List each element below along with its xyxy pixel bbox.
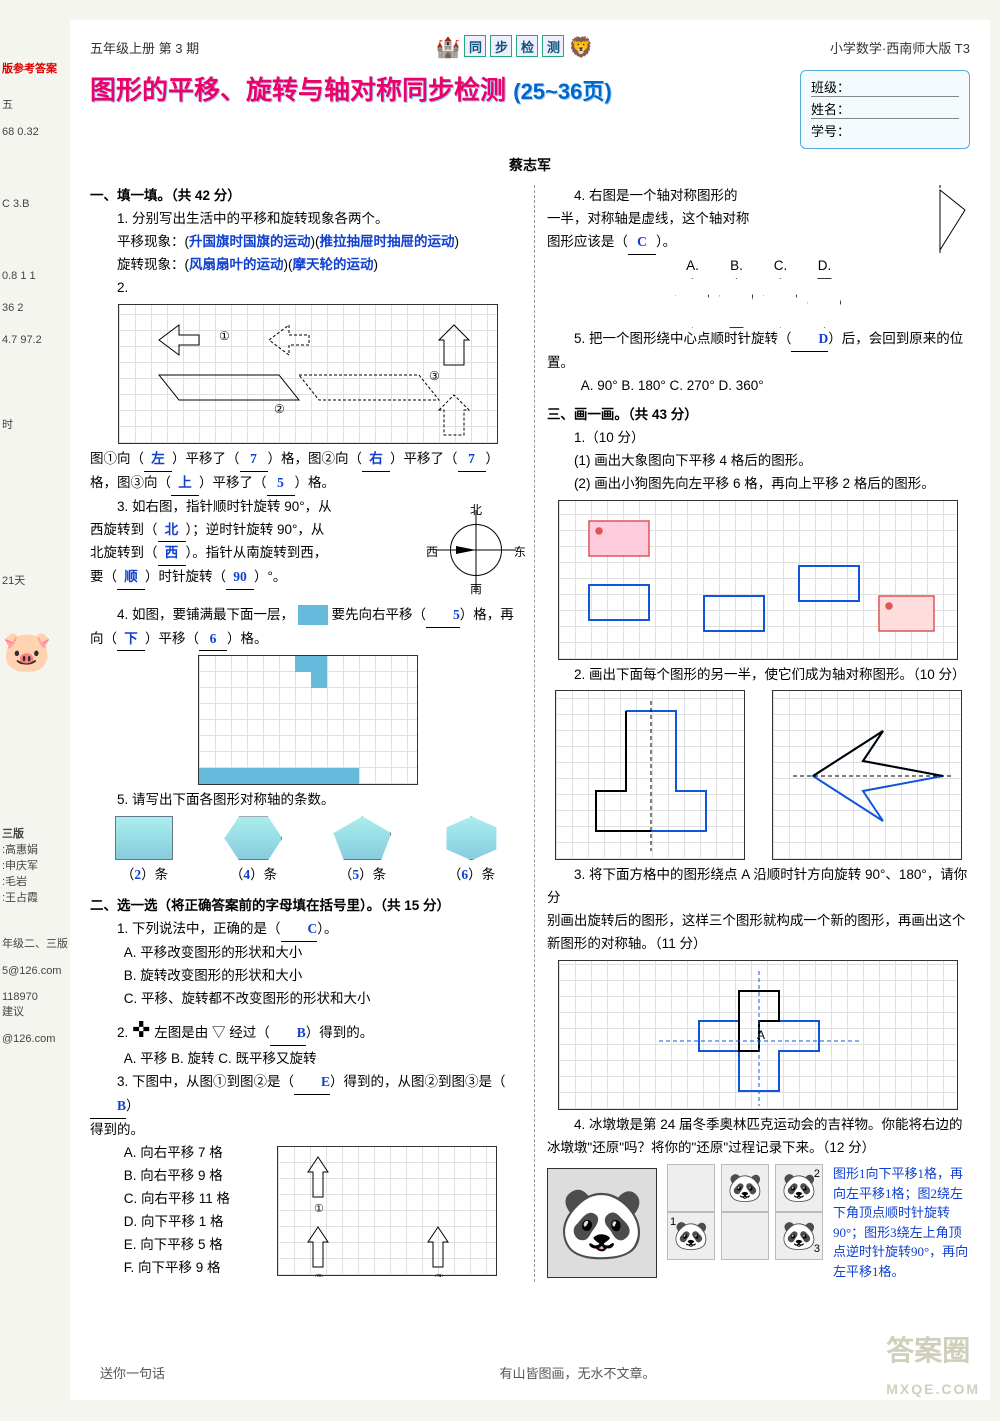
left-line: 三版 (2, 825, 68, 841)
q2-5-opts: A. 90° B. 180° C. 270° D. 360° (581, 375, 970, 398)
left-line: 36 2 (2, 302, 68, 314)
q2-4-options: A. B. C. D. (547, 255, 970, 328)
page-header: 五年级上册 第 3 期 🏰 同 步 检 测 🦁 小学数学·西南师大版 T3 (90, 35, 970, 60)
footer-right: 有山皆图画，无水不文章。 (500, 1366, 656, 1381)
id-field[interactable]: 学号： (811, 121, 959, 140)
left-column: 一、填一填。（共 42 分） 1. 分别写出生活中的平移和旋转现象各两个。 平移… (90, 185, 526, 1282)
watermark: 答案圈 MXQE.COM (886, 1329, 980, 1401)
header-right: 小学数学·西南师大版 T3 (830, 38, 970, 57)
header-left: 五年级上册 第 3 期 (90, 38, 199, 57)
left-line: 68 0.32 (2, 126, 68, 138)
q1-3-text: 3. 如右图，指针顺时针旋转 90°，从 西旋转到（北）；逆时针旋转 90°，从… (90, 496, 420, 604)
section-3-heading: 三、画一画。（共 43 分） (547, 404, 970, 427)
q3-3-grid: A (558, 960, 958, 1110)
panda-puzzle: 🐼 🐼2 🐼1 🐼3 (667, 1164, 823, 1260)
left-line: :高惠娟 (2, 841, 68, 857)
q1-1a: 平移现象：(升国旗时国旗的运动)(推拉抽屉时抽屉的运动) (90, 231, 526, 254)
author: 蔡志军 (90, 155, 970, 175)
name-field[interactable]: 姓名： (811, 99, 959, 119)
left-line: 21天 (2, 572, 68, 588)
q3-4: 4. 冰墩墩是第 24 届冬季奥林匹克运动会的吉祥物。你能将右边的 (547, 1114, 970, 1137)
right-column: 4. 右图是一个轴对称图形的 一半，对称轴是虚线，这个轴对称 图形应该是（C）。… (534, 185, 970, 1282)
page-footer: 送你一句话 有山皆图画，无水不文章。 (70, 1363, 990, 1382)
q3-4b: 冰墩墩"还原"吗？将你的"还原"过程记录下来。（12 分） (547, 1137, 970, 1160)
svg-text:②: ② (274, 402, 285, 416)
q2-3b: 得到的。 (90, 1119, 526, 1142)
q1-1: 1. 分别写出生活中的平移和旋转现象各两个。 (90, 208, 526, 231)
q1-4: 4. 如图，要铺满最下面一层， 要先向右平移（5）格，再 (90, 604, 526, 628)
q1-2-label: 2. (90, 277, 526, 300)
student-info-box: 班级： 姓名： 学号： (800, 70, 970, 149)
header-banner: 🏰 同 步 检 测 🦁 (436, 35, 594, 60)
shapes-answers: （2）条 （4）条 （5）条 （6）条 (90, 864, 526, 887)
q2-1-optB: B. 旋转改变图形的形状和大小 (124, 965, 526, 988)
panda-target: 🐼 (547, 1168, 657, 1278)
banner-char: 步 (490, 35, 512, 57)
q2-1-optC: C. 平移、旋转都不改变图形的形状和大小 (124, 988, 526, 1011)
half-kite-icon (910, 185, 970, 255)
class-field[interactable]: 班级： (811, 77, 959, 97)
q2-1-optA: A. 平移改变图形的形状和大小 (124, 942, 526, 965)
left-red-label: 版参考答案 (2, 60, 68, 76)
q2-2: 2. ✜ 左图是由 ▽ 经过（B）得到的。 (90, 1011, 526, 1048)
q3-4-answer-note: 图形1向下平移1格，再向左平移1格；图2绕左下角顶点顺时针旋转90°；图形3绕左… (833, 1164, 970, 1281)
banner-char: 同 (464, 35, 486, 57)
q2-3: 3. 下图中，从图①到图②是（E）得到的，从图②到图③是（B） (90, 1071, 526, 1119)
q3-1-grid (558, 500, 958, 660)
svg-text:③: ③ (434, 1273, 444, 1277)
q2-5: 5. 把一个图形绕中心点顺时针旋转（D）后，会回到原来的位置。 (547, 328, 970, 375)
main-title: 图形的平移、旋转与轴对称同步检测 (25~36页) (90, 70, 790, 107)
page-range: (25~36页) (513, 79, 611, 104)
left-line: 5@126.com (2, 965, 68, 977)
left-line: 五 (2, 96, 68, 112)
left-line: :毛岩 (2, 873, 68, 889)
q1-4-grid (198, 655, 418, 785)
svg-text:②: ② (314, 1273, 324, 1277)
q3-1b: (2) 画出小狗图先向左平移 6 格，再向上平移 2 格后的图形。 (547, 473, 970, 496)
left-line: 118970 (2, 991, 68, 1003)
q1-2-grid-figure: ① ② ③ (118, 304, 498, 444)
q2-2-opts: A. 平移 B. 旋转 C. 既平移又旋转 (124, 1048, 526, 1071)
left-line: :申庆军 (2, 857, 68, 873)
q1-1b: 旋转现象：(风扇扇叶的运动)(摩天轮的运动) (90, 254, 526, 277)
q3-2-grid-right (772, 690, 962, 860)
left-line: 0.8 1 1 (2, 270, 68, 282)
q3-2-grid-left (555, 690, 745, 860)
shapes-row (90, 816, 526, 860)
q3-1: 1.（10 分） (547, 427, 970, 450)
q3-2: 2. 画出下面每个图形的另一半，使它们成为轴对称图形。（10 分） (547, 664, 970, 687)
left-line: C 3.B (2, 198, 68, 210)
left-line: 年级二、三版 (2, 935, 68, 951)
svg-text:①: ① (314, 1203, 324, 1215)
worksheet-page: 五年级上册 第 3 期 🏰 同 步 检 测 🦁 小学数学·西南师大版 T3 图形… (70, 20, 990, 1400)
left-line: @126.com (2, 1033, 68, 1045)
footer-left: 送你一句话 (100, 1363, 165, 1382)
left-line: 时 (2, 416, 68, 432)
q2-1: 1. 下列说法中，正确的是（C）。 (90, 918, 526, 942)
compass-figure: 北 南 东 西 (426, 500, 526, 600)
q3-3b: 别画出旋转后的图形，这样三个图形就构成一个新的图形，再画出这个 (547, 910, 970, 933)
banner-char: 测 (542, 35, 564, 57)
left-line: 4.7 97.2 (2, 334, 68, 346)
section-1-heading: 一、填一填。（共 42 分） (90, 185, 526, 208)
left-line: 建议 (2, 1003, 68, 1019)
q1-5: 5. 请写出下面各图形对称轴的条数。 (90, 789, 526, 812)
svg-text:A: A (757, 1028, 765, 1042)
svg-text:③: ③ (429, 369, 440, 383)
left-line: :王占霞 (2, 889, 68, 905)
q1-2-text: 图①向（左）平移了（7）格，图②向（右）平移了（7） (90, 448, 526, 472)
q2-4-text: 4. 右图是一个轴对称图形的 一半，对称轴是虚线，这个轴对称 图形应该是（C）。 (547, 185, 904, 255)
q1-2-text2: 格，图③向（上）平移了（5）格。 (90, 472, 526, 496)
section-2-heading: 二、选一选（将正确答案前的字母填在括号里）。（共 15 分） (90, 895, 526, 918)
q3-3: 3. 将下面方格中的图形绕点 A 沿顺时针方向旋转 90°、180°，请你分 (547, 864, 970, 910)
svg-text:①: ① (219, 329, 230, 343)
left-margin-strip: 版参考答案 五 68 0.32 C 3.B 0.8 1 1 36 2 4.7 9… (0, 0, 70, 1421)
q3-1a: (1) 画出大象图向下平移 4 格后的图形。 (547, 450, 970, 473)
q2-3-grid: ① ② ③ (277, 1146, 497, 1276)
title-row: 图形的平移、旋转与轴对称同步检测 (25~36页) 班级： 姓名： 学号： (90, 70, 970, 149)
banner-char: 检 (516, 35, 538, 57)
q1-4b: 向（下）平移（6）格。 (90, 628, 526, 652)
q3-3c: 新图形的对称轴。（11 分） (547, 933, 970, 956)
